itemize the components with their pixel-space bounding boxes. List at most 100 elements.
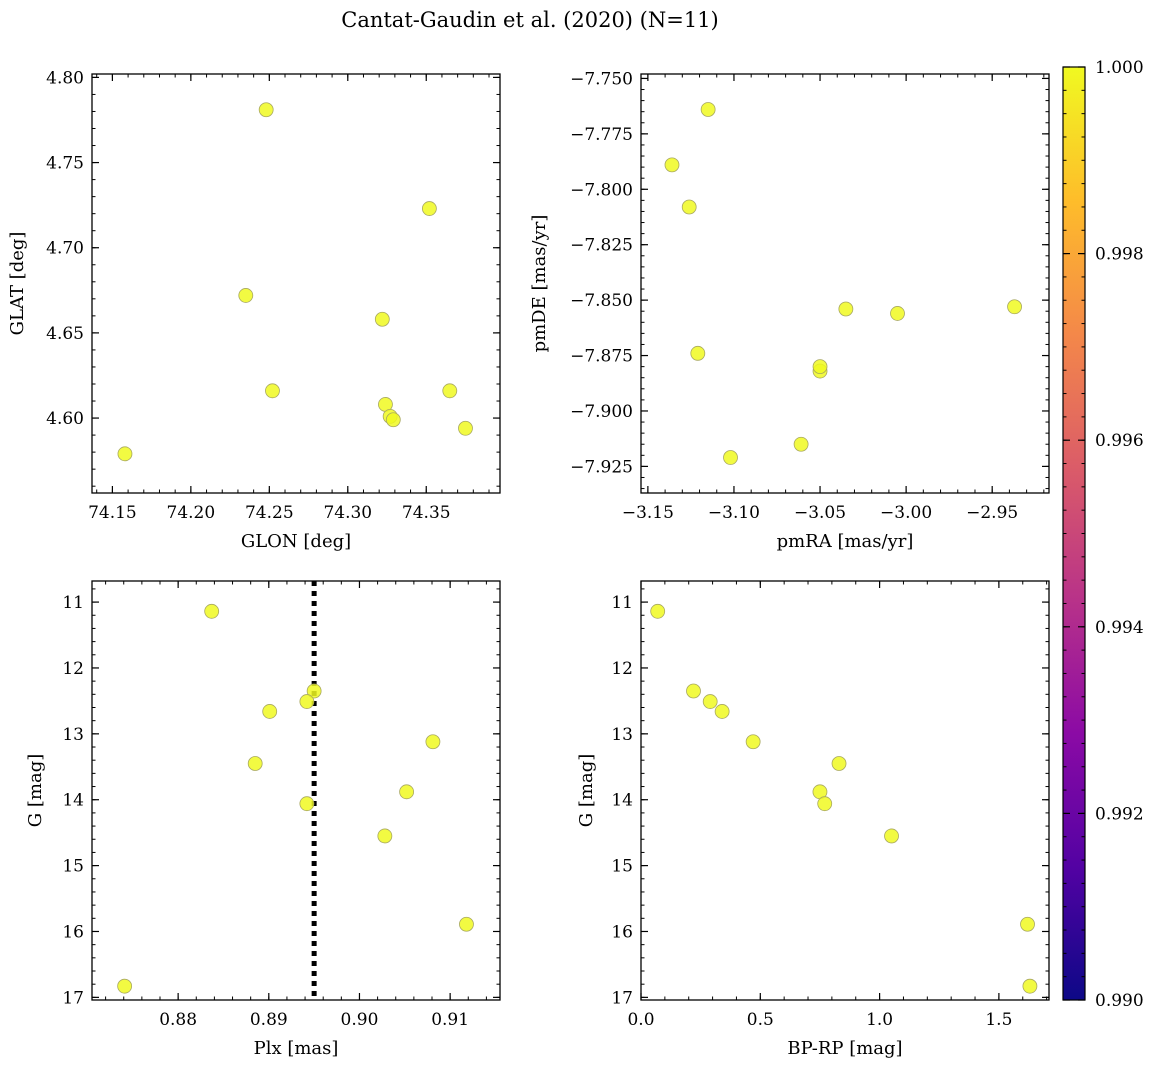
data-point (650, 603, 666, 619)
x-tick-label: 0.0 (627, 1010, 654, 1030)
data-point (299, 694, 315, 709)
colorbar-tick-label: 0.998 (1095, 245, 1144, 265)
data-point (299, 796, 315, 812)
colorbar-tick-label: 0.996 (1095, 431, 1144, 451)
data-point (204, 603, 220, 619)
data-point (686, 683, 701, 699)
data-point (812, 359, 828, 375)
y-axis-label: pmDE [mas/yr] (529, 215, 550, 353)
x-axis-label: Plx [mas] (254, 1038, 339, 1059)
panel-pmra-pmde: −3.15 −3.10 −3.05 −3.00 −2.95 −7.750 −7.775 −7.… (529, 69, 1050, 552)
data-point (421, 201, 437, 216)
y-tick-label: −7.850 (570, 291, 633, 311)
data-point (258, 102, 274, 118)
data-point (702, 694, 718, 709)
y-tick-label: −7.800 (570, 180, 633, 200)
data-point (700, 102, 716, 117)
y-tick-label: 13 (62, 725, 84, 745)
x-axis-label: pmRA [mas/yr] (777, 531, 914, 552)
y-tick-label: 4.60 (46, 409, 84, 429)
data-point (890, 306, 905, 321)
y-tick-label: 14 (611, 791, 633, 811)
y-tick-label: −7.750 (570, 69, 633, 89)
x-tick-label: 74.25 (245, 503, 294, 523)
data-point (1020, 916, 1035, 932)
y-tick-label: 14 (62, 791, 84, 811)
data-point (265, 383, 280, 399)
data-point (238, 288, 254, 303)
panel-plx-g: 0.88 0.89 0.90 0.91 11 12 13 14 15 16 17 Plx [mas] G… (25, 580, 501, 1059)
data-point (425, 734, 441, 750)
y-axis-label: G [mag] (576, 754, 597, 827)
data-point (690, 345, 706, 361)
x-tick-label: 74.20 (167, 503, 216, 523)
y-tick-label: 4.80 (46, 68, 84, 88)
data-point (458, 420, 473, 436)
data-point (385, 412, 401, 428)
figure-title: Cantat-Gaudin et al. (2020) (N=11) (341, 8, 719, 32)
data-point (262, 704, 278, 719)
data-point (817, 796, 833, 812)
x-tick-label: 74.15 (88, 503, 137, 523)
data-point (831, 756, 847, 771)
data-point (459, 916, 474, 932)
y-tick-label: 15 (62, 857, 84, 877)
axes-frame (91, 73, 501, 494)
x-axis-label: GLON [deg] (241, 531, 351, 552)
data-point (117, 978, 133, 994)
axes-frame (640, 580, 1050, 1001)
x-tick-label: 0.88 (159, 1010, 197, 1030)
data-point (745, 734, 761, 750)
data-point (1022, 978, 1038, 994)
y-tick-label: −7.875 (570, 347, 633, 367)
y-tick-label: −7.825 (570, 236, 633, 256)
data-point (306, 683, 322, 699)
data-point (884, 828, 899, 844)
y-tick-label: 11 (62, 593, 84, 613)
data-point (1007, 299, 1022, 315)
y-tick-label: 16 (611, 922, 633, 942)
data-point (117, 446, 133, 462)
y-tick-label: −7.775 (570, 125, 633, 145)
data-point (793, 436, 809, 452)
x-tick-label: 0.5 (747, 1010, 774, 1030)
data-point (723, 450, 738, 465)
panel-glon-glat: 74.15 74.20 74.25 74.30 74.35 4.60 4.65 4.70 4.7… (7, 68, 501, 552)
data-point (442, 383, 458, 399)
x-tick-label: −3.05 (794, 503, 846, 523)
x-tick-label: 0.90 (341, 1010, 379, 1030)
x-tick-label: 1.5 (985, 1010, 1012, 1030)
y-tick-label: 12 (62, 659, 84, 679)
x-tick-label: −3.15 (622, 503, 674, 523)
colorbar-tick-label: 0.992 (1095, 804, 1144, 824)
y-axis-label: GLAT [deg] (7, 232, 28, 336)
y-tick-label: −7.925 (570, 457, 633, 477)
data-point (838, 301, 854, 317)
axes-frame (91, 580, 501, 1001)
x-tick-label: 1.0 (866, 1010, 893, 1030)
x-tick-label: −3.10 (708, 503, 760, 523)
y-tick-label: 17 (611, 988, 633, 1008)
y-axis-label: G [mag] (25, 754, 46, 827)
data-point (681, 199, 697, 215)
data-point (714, 704, 730, 719)
y-tick-label: 11 (611, 593, 633, 613)
x-tick-label: −3.00 (880, 503, 932, 523)
y-tick-label: −7.900 (570, 402, 633, 422)
colorbar: 0.990 0.992 0.994 0.996 0.998 1.000 (1062, 58, 1144, 1011)
data-point (377, 828, 393, 844)
y-tick-label: 15 (611, 857, 633, 877)
data-point (247, 756, 263, 771)
x-tick-label: −2.95 (966, 503, 1018, 523)
data-point (399, 784, 415, 800)
x-tick-label: 0.89 (250, 1010, 288, 1030)
y-tick-label: 4.75 (46, 154, 84, 174)
panel-bprp-g: 0.0 0.5 1.0 1.5 11 12 13 14 15 16 17 BP-RP [mag] G [… (576, 580, 1050, 1059)
data-point (374, 311, 390, 327)
y-tick-label: 12 (611, 659, 633, 679)
y-tick-label: 4.65 (46, 324, 84, 344)
colorbar-tick-label: 0.994 (1095, 618, 1144, 638)
y-tick-label: 4.70 (46, 239, 84, 259)
y-tick-label: 17 (62, 988, 84, 1008)
x-tick-label: 74.35 (402, 503, 451, 523)
